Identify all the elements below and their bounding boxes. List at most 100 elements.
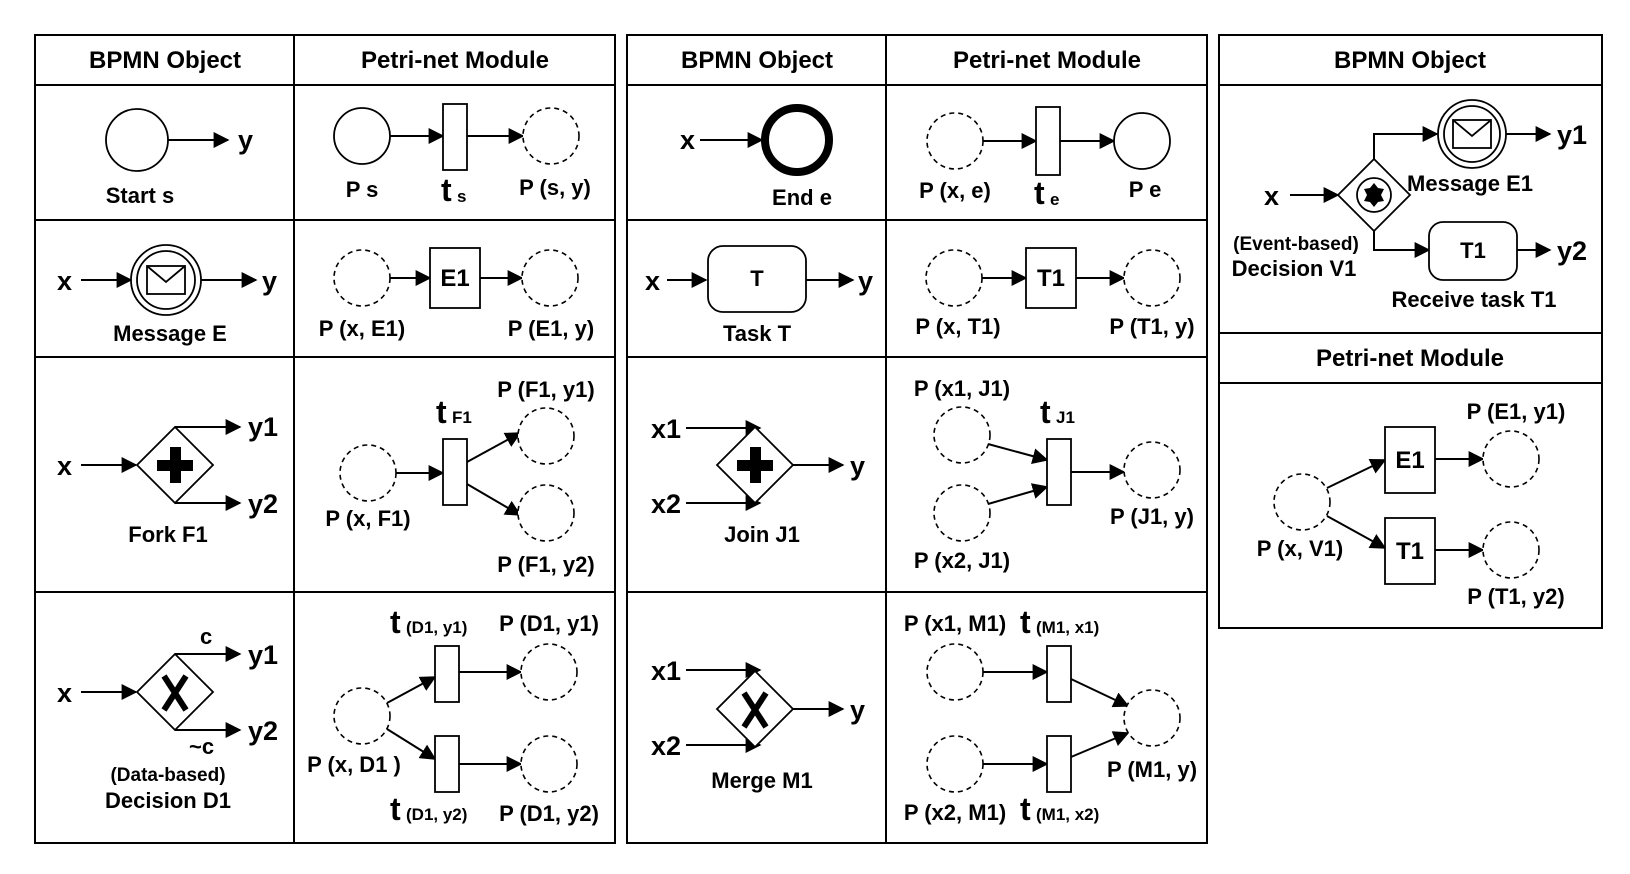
plus-icon <box>157 447 193 483</box>
transition-decision-1 <box>434 645 460 703</box>
fork-petri-module: t F1 P (x, F1) P (F1, y1) P (F1, y2) <box>325 377 594 577</box>
place-start-label: P s <box>346 177 379 202</box>
place-message-in-label: P (x, E1) <box>319 316 405 341</box>
transition-start-label: t <box>441 172 452 208</box>
decision-output2-label: y2 <box>248 716 278 746</box>
task-output-label: y <box>858 266 873 296</box>
transition-start-sub: s <box>457 187 466 206</box>
place-merge-in2-label: P (x2, M1) <box>904 800 1006 825</box>
place-join-in1-label: P (x1, J1) <box>914 376 1010 401</box>
end-petri-module: P (x, e) t e P e <box>919 106 1171 211</box>
transition-end <box>1035 106 1061 176</box>
decision-petri-module: t (D1, y1) t (D1, y2) P (x, D1 ) P (D1, … <box>307 604 599 827</box>
start-petri-module: P s t s P (s, y) <box>333 103 591 208</box>
transition-event-task-label: T1 <box>1396 538 1424 565</box>
place-event-decision-out2-label: P (T1, y2) <box>1467 584 1564 609</box>
transition-decision-2 <box>434 735 460 793</box>
message-output-label: y <box>262 266 277 296</box>
place-event-decision-out1-label: P (E1, y1) <box>1467 399 1566 424</box>
fork-output1-label: y1 <box>248 412 278 442</box>
x-marker-icon <box>741 691 769 729</box>
merge-output-label: y <box>850 695 865 725</box>
place-decision-out2-label: P (D1, y2) <box>499 801 599 826</box>
merge-gateway-bpmn: x1 x2 y Merge M1 <box>651 656 865 793</box>
message-event-bpmn: x y Message E <box>57 244 277 346</box>
place-event-decision-out1 <box>1482 430 1540 488</box>
event-message-name: Message E1 <box>1407 171 1533 196</box>
receive-task-name: Receive task T1 <box>1391 287 1556 312</box>
transition-join <box>1046 438 1072 506</box>
join-input2-label: x2 <box>651 489 681 519</box>
place-task-in-label: P (x, T1) <box>915 314 1000 339</box>
start-event-name: Start s <box>106 183 174 208</box>
transition-merge-2-sub: (M1, x2) <box>1036 805 1099 824</box>
task-bpmn: x T y Task T <box>645 245 873 346</box>
place-task-in <box>925 249 983 307</box>
message-event-name: Message E <box>113 321 227 346</box>
transition-decision-2-sub: (D1, y2) <box>406 805 467 824</box>
place-join-in2-label: P (x2, J1) <box>914 548 1010 573</box>
transition-task-label: T1 <box>1037 265 1065 292</box>
place-fork-out1 <box>517 407 575 465</box>
place-fork-in <box>339 444 397 502</box>
start-event-bpmn: y Start s <box>105 108 253 208</box>
place-event-decision-out2 <box>1482 521 1540 579</box>
transition-merge-1-label: t <box>1020 604 1031 640</box>
place-fork-out2 <box>517 484 575 542</box>
receive-task-box-label: T1 <box>1460 238 1486 263</box>
place-start <box>333 107 391 165</box>
place-merge-out <box>1123 689 1181 747</box>
task-box-label: T <box>750 266 764 291</box>
place-decision-out1 <box>520 643 578 701</box>
join-petri-module: t J1 P (x1, J1) P (x2, J1) P (J1, y) <box>914 376 1194 573</box>
decision-gateway-bpmn: x c ~c y1 y2 (Data-based) Decision D1 <box>57 624 278 813</box>
decision-not-condition-label: ~c <box>189 734 214 759</box>
star-icon <box>1364 183 1384 207</box>
merge-petri-module: P (x1, M1) P (x2, M1) t (M1, x1) t (M1, … <box>904 604 1197 827</box>
place-message-out <box>521 249 579 307</box>
place-fork-in-label: P (x, F1) <box>325 506 410 531</box>
place-join-in1 <box>933 406 991 464</box>
event-decision-name-line2: Decision V1 <box>1232 256 1357 281</box>
decision-name-line2: Decision D1 <box>105 788 231 813</box>
place-decision-out2 <box>520 735 578 793</box>
event-decision-bpmn: x y1 Message E1 T1 y2 Receive task T1 (E… <box>1232 99 1587 312</box>
merge-input1-label: x1 <box>651 656 681 686</box>
fork-output2-label: y2 <box>248 489 278 519</box>
place-end-in-label: P (x, e) <box>919 178 991 203</box>
place-message-in <box>333 249 391 307</box>
place-fork-out2-label: P (F1, y2) <box>497 552 594 577</box>
transition-fork-sub: F1 <box>452 408 472 427</box>
header-petri-net-module: Petri-net Module <box>1316 345 1504 372</box>
join-input1-label: x1 <box>651 414 681 444</box>
place-event-decision-in <box>1273 473 1331 531</box>
place-merge-in1 <box>926 643 984 701</box>
envelope-icon <box>146 265 186 295</box>
message-petri-module: E1 P (x, E1) P (E1, y) <box>319 247 594 341</box>
start-output-label: y <box>238 125 253 155</box>
task-petri-module: T1 P (x, T1) P (T1, y) <box>915 247 1195 339</box>
place-join-out-label: P (J1, y) <box>1110 504 1194 529</box>
place-start-out <box>522 107 580 165</box>
transition-decision-1-sub: (D1, y1) <box>406 618 467 637</box>
place-task-out-label: P (T1, y) <box>1109 314 1194 339</box>
header-petri-net-module: Petri-net Module <box>953 47 1141 74</box>
transition-end-sub: e <box>1050 190 1059 209</box>
plus-icon <box>737 447 773 483</box>
transition-merge-2-label: t <box>1020 791 1031 827</box>
end-event-bpmn: x End e <box>680 104 833 210</box>
transition-event-message-label: E1 <box>1395 447 1424 474</box>
place-decision-out1-label: P (D1, y1) <box>499 611 599 636</box>
merge-input2-label: x2 <box>651 731 681 761</box>
join-gateway-bpmn: x1 x2 y Join J1 <box>651 414 865 547</box>
task-input-label: x <box>645 266 660 296</box>
envelope-icon <box>1452 119 1492 149</box>
place-decision-in-label: P (x, D1 ) <box>307 752 401 777</box>
message-input-label: x <box>57 266 72 296</box>
transition-fork <box>442 438 468 506</box>
start-event-circle <box>105 108 169 172</box>
decision-name-line1: (Data-based) <box>110 765 225 786</box>
transition-merge-2 <box>1046 735 1072 793</box>
place-start-out-label: P (s, y) <box>519 175 591 200</box>
